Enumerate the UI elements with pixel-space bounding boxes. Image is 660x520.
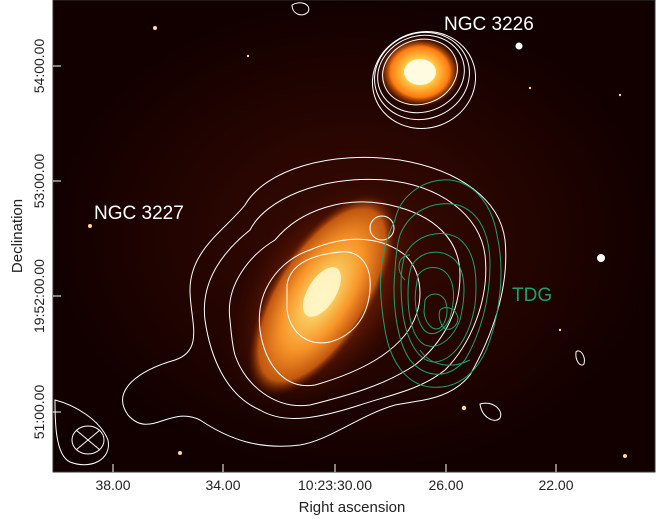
- star: [461, 405, 467, 411]
- star: [528, 86, 532, 90]
- star: [153, 26, 157, 30]
- x-tick-label: 10:23:30.00: [298, 477, 372, 493]
- y-tick-marks: [53, 65, 61, 413]
- star: [88, 224, 92, 228]
- x-axis-title: Right ascension: [299, 499, 406, 516]
- contour: [400, 233, 477, 363]
- contour: [407, 251, 465, 347]
- contour: [371, 31, 477, 129]
- tdg-contours: [380, 179, 502, 388]
- star: [178, 451, 182, 455]
- star: [623, 454, 627, 458]
- star: [597, 254, 605, 262]
- beam-symbol: [71, 425, 105, 455]
- y-axis-title: Declination: [9, 199, 26, 273]
- image-panel: NGC 3226 NGC 3227 TDG: [53, 0, 655, 472]
- contour: [398, 254, 411, 281]
- label-tdg: TDG: [512, 285, 552, 306]
- contour: [54, 399, 109, 466]
- contour: [377, 34, 465, 114]
- star: [246, 54, 250, 58]
- star: [558, 328, 562, 332]
- y-tick-label: 54:00.00: [31, 39, 47, 94]
- star: [515, 42, 523, 50]
- contour: [423, 293, 448, 330]
- ngc3226-core: [404, 59, 436, 85]
- label-ngc3226: NGC 3226: [444, 14, 534, 35]
- label-ngc3227: NGC 3227: [94, 203, 184, 224]
- x-tick-label: 22.00: [538, 477, 573, 493]
- background-stars: [88, 26, 627, 458]
- beam-cross: [75, 429, 101, 451]
- contour: [369, 215, 395, 241]
- x-axis: 38.00 34.00 10:23:30.00 26.00 22.00 Righ…: [95, 464, 574, 516]
- contour: [438, 307, 459, 330]
- beam-ellipse: [71, 425, 105, 455]
- ngc3227-contours: [54, 2, 585, 466]
- x-tick-label: 26.00: [428, 477, 463, 493]
- contour: [479, 402, 502, 421]
- contour: [575, 350, 585, 366]
- contour: [380, 179, 502, 388]
- contour: [414, 267, 454, 334]
- ngc3226-contours: [371, 31, 477, 129]
- contour: [291, 2, 310, 16]
- y-tick-label: 53:00.00: [31, 154, 47, 209]
- contour: [393, 203, 491, 375]
- contour: [203, 178, 487, 419]
- contour: [122, 157, 507, 447]
- contour: [419, 349, 471, 366]
- star: [618, 93, 622, 97]
- ngc3227-core: [302, 267, 342, 317]
- x-tick-marks: [112, 464, 557, 472]
- contour: [286, 251, 371, 344]
- y-tick-label: 51:00.00: [31, 385, 47, 440]
- y-axis: 51:00.00 19:52:00.00 53:00.00 54:00.00 D…: [9, 39, 61, 440]
- plot-frame: [52, 0, 656, 473]
- contour: [374, 31, 470, 121]
- x-tick-label: 34.00: [205, 477, 240, 493]
- contour: [382, 38, 458, 106]
- y-tick-label: 19:52:00.00: [31, 259, 47, 333]
- x-tick-label: 38.00: [95, 477, 130, 493]
- contour: [258, 238, 421, 387]
- contour: [228, 201, 461, 407]
